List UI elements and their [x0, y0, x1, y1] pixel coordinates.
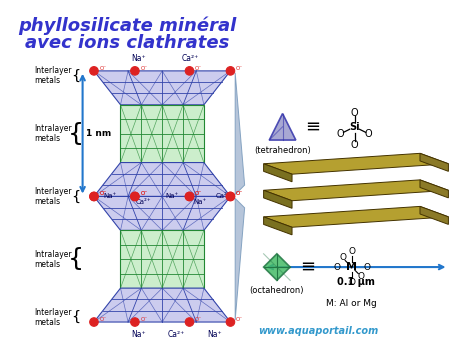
Text: (octahedron): (octahedron)	[250, 286, 304, 295]
Text: Si: Si	[349, 122, 360, 132]
Text: Intralayer
metals: Intralayer metals	[34, 250, 72, 269]
Circle shape	[185, 192, 194, 201]
Text: O: O	[351, 140, 358, 150]
Circle shape	[226, 318, 235, 326]
Polygon shape	[420, 180, 448, 198]
Polygon shape	[264, 217, 292, 235]
Polygon shape	[264, 190, 292, 208]
Text: O⁻: O⁻	[236, 191, 243, 196]
Text: O: O	[348, 278, 355, 287]
Text: phyllosilicate minéral: phyllosilicate minéral	[18, 17, 236, 36]
Text: Ca²⁺: Ca²⁺	[136, 199, 151, 205]
Text: Intralayer
metals: Intralayer metals	[34, 124, 72, 143]
Text: O⁻: O⁻	[100, 191, 107, 196]
Text: Na⁺: Na⁺	[207, 329, 222, 339]
Text: Na⁺: Na⁺	[193, 199, 207, 205]
Text: Interlayer
metals: Interlayer metals	[34, 187, 72, 206]
Polygon shape	[235, 73, 245, 195]
Text: Na⁺: Na⁺	[165, 193, 178, 200]
Text: {: {	[68, 247, 84, 271]
Polygon shape	[264, 153, 448, 174]
Polygon shape	[420, 206, 448, 224]
Text: O: O	[357, 272, 365, 281]
Text: {: {	[72, 69, 81, 83]
Text: O⁻: O⁻	[100, 191, 107, 196]
Text: O: O	[339, 253, 346, 262]
Text: Na⁺: Na⁺	[103, 193, 117, 200]
Circle shape	[90, 318, 98, 326]
Text: ≡: ≡	[305, 118, 320, 136]
Text: M: M	[346, 262, 357, 272]
Text: www.aquaportail.com: www.aquaportail.com	[258, 326, 379, 336]
Text: (tetrahedron): (tetrahedron)	[254, 146, 311, 155]
Polygon shape	[94, 196, 230, 230]
Circle shape	[131, 67, 139, 75]
Text: O⁻: O⁻	[141, 191, 148, 196]
Polygon shape	[420, 153, 448, 171]
Circle shape	[131, 192, 139, 201]
Polygon shape	[120, 105, 204, 163]
Polygon shape	[264, 254, 290, 280]
Text: M: Al or Mg: M: Al or Mg	[327, 299, 377, 308]
Text: O⁻: O⁻	[195, 191, 202, 196]
Circle shape	[185, 318, 194, 326]
Text: O⁻: O⁻	[141, 191, 148, 196]
Circle shape	[226, 192, 235, 201]
Text: Ca²⁺: Ca²⁺	[168, 329, 185, 339]
Text: O: O	[365, 129, 373, 139]
Text: O⁻: O⁻	[100, 66, 107, 71]
Text: Ca²⁺: Ca²⁺	[182, 54, 199, 63]
Polygon shape	[94, 288, 230, 322]
Text: O: O	[337, 129, 344, 139]
Circle shape	[90, 192, 98, 201]
Text: O⁻: O⁻	[236, 66, 243, 71]
Text: O: O	[348, 247, 355, 256]
Text: O⁻: O⁻	[141, 66, 148, 71]
Polygon shape	[235, 198, 245, 320]
Text: ≡: ≡	[300, 258, 315, 276]
Polygon shape	[94, 71, 230, 105]
Polygon shape	[264, 180, 448, 201]
Text: O: O	[364, 263, 370, 272]
Text: Na⁺: Na⁺	[131, 54, 146, 63]
Polygon shape	[264, 206, 448, 227]
Text: O⁻: O⁻	[195, 66, 202, 71]
Text: 0.1 μm: 0.1 μm	[337, 277, 375, 286]
Text: O⁻: O⁻	[100, 317, 107, 322]
Polygon shape	[94, 163, 230, 196]
Text: Ca²⁺: Ca²⁺	[216, 193, 232, 200]
Circle shape	[226, 67, 235, 75]
Circle shape	[131, 318, 139, 326]
Text: 1 nm: 1 nm	[86, 129, 112, 138]
Text: O⁻: O⁻	[236, 317, 243, 322]
Circle shape	[185, 192, 194, 201]
Polygon shape	[269, 114, 296, 140]
Circle shape	[131, 192, 139, 201]
Text: O⁻: O⁻	[141, 317, 148, 322]
Text: O: O	[333, 263, 340, 272]
Circle shape	[226, 192, 235, 201]
Text: {: {	[68, 122, 84, 146]
Text: O⁻: O⁻	[195, 191, 202, 196]
Circle shape	[185, 67, 194, 75]
Text: avec ions clathrates: avec ions clathrates	[25, 34, 229, 52]
Polygon shape	[264, 164, 292, 182]
Text: Interlayer
metals: Interlayer metals	[34, 66, 72, 85]
Text: Interlayer
metals: Interlayer metals	[34, 307, 72, 327]
Text: O⁻: O⁻	[236, 191, 243, 196]
Circle shape	[90, 67, 98, 75]
Text: Na⁺: Na⁺	[131, 329, 146, 339]
Text: {: {	[72, 310, 81, 324]
Polygon shape	[120, 230, 204, 288]
Text: {: {	[72, 190, 81, 203]
Circle shape	[90, 192, 98, 201]
Text: O: O	[351, 108, 358, 118]
Text: O⁻: O⁻	[195, 317, 202, 322]
